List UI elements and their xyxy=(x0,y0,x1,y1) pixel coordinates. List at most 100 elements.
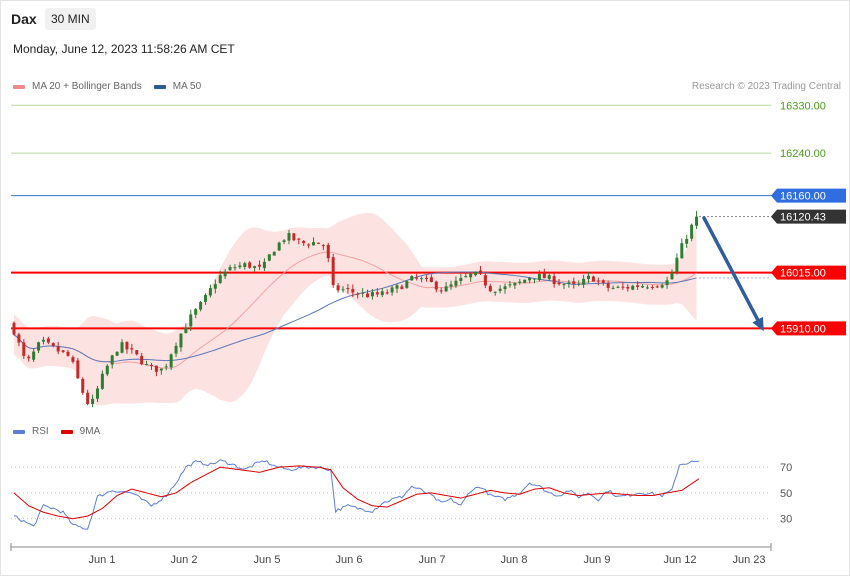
candle-body xyxy=(12,322,16,335)
legend-swatch-ma50 xyxy=(153,84,166,89)
candle-body xyxy=(27,356,31,359)
candle-body xyxy=(71,357,75,362)
candle xyxy=(685,234,689,249)
candle-body xyxy=(243,263,247,268)
candle-body xyxy=(297,238,301,240)
candle xyxy=(258,260,262,270)
candle-body xyxy=(326,244,330,259)
candle xyxy=(130,343,134,354)
candle-body xyxy=(528,277,532,281)
candle-body xyxy=(552,276,556,285)
candle xyxy=(51,342,55,348)
x-tick-label: Jun 12 xyxy=(663,554,696,566)
x-tick-label: Jun 2 xyxy=(171,554,198,566)
candle-body xyxy=(135,350,139,355)
candle xyxy=(46,336,50,345)
level-tag-bg xyxy=(771,321,846,336)
candle xyxy=(405,280,409,289)
candle xyxy=(636,281,640,290)
candle xyxy=(253,265,257,272)
candle xyxy=(621,282,625,290)
candle-body xyxy=(307,244,311,246)
x-tick-label: Jun 1 xyxy=(89,554,116,566)
level-tag-bg xyxy=(771,265,846,280)
candle xyxy=(444,282,448,292)
candle-body xyxy=(680,243,684,259)
candle xyxy=(582,274,586,288)
candle xyxy=(76,358,80,380)
candle xyxy=(316,242,320,244)
candle xyxy=(204,293,208,305)
candle-body xyxy=(616,286,620,288)
price-legend: MA 20 + Bollinger Bands MA 50 xyxy=(13,81,213,92)
candle xyxy=(61,349,65,354)
bollinger-band xyxy=(14,212,697,406)
candle xyxy=(81,377,85,395)
candle-body xyxy=(454,280,458,286)
level-label-1: 16240.00 xyxy=(780,148,826,160)
rsi-level-label-70: 70 xyxy=(780,462,792,474)
candle-body xyxy=(32,351,36,360)
candle-body xyxy=(420,278,424,280)
candle xyxy=(655,285,659,289)
candle-body xyxy=(670,272,674,280)
x-tick-label: Jun 23 xyxy=(732,554,765,566)
candle xyxy=(606,280,610,292)
candle-body xyxy=(56,346,60,352)
candle xyxy=(380,288,384,298)
candle xyxy=(66,349,70,357)
candle xyxy=(248,261,252,269)
candle xyxy=(149,363,153,370)
candle xyxy=(596,277,600,286)
timeframe-selector[interactable]: 30 MIN xyxy=(45,8,96,30)
candle-body xyxy=(233,267,237,269)
candle xyxy=(518,279,522,285)
candle xyxy=(478,265,482,276)
candle xyxy=(665,276,669,289)
legend-item-ma50: MA 50 xyxy=(153,81,201,92)
candle xyxy=(552,272,556,288)
candle xyxy=(277,241,281,252)
candle xyxy=(434,280,438,293)
candle-body xyxy=(262,261,266,269)
legend-label-ma20: MA 20 + Bollinger Bands xyxy=(32,81,142,92)
candle-body xyxy=(321,245,325,247)
candle-body xyxy=(439,290,443,292)
candle-body xyxy=(223,271,227,277)
candle xyxy=(641,284,645,288)
candle xyxy=(174,342,178,357)
candle xyxy=(223,269,227,279)
candle-body xyxy=(238,265,242,268)
candle-body xyxy=(626,286,630,289)
candle xyxy=(366,289,370,298)
candle xyxy=(626,284,630,292)
candle-body xyxy=(100,373,104,389)
legend-swatch-rsi xyxy=(13,429,25,434)
level-tag-2: 16160.00 xyxy=(771,188,846,203)
candle-body xyxy=(189,314,193,327)
candle xyxy=(262,258,266,272)
candle-body xyxy=(213,284,217,289)
candle xyxy=(267,254,271,262)
candle-body xyxy=(277,242,281,251)
candle xyxy=(439,287,443,294)
candle-body xyxy=(415,277,419,279)
credit-text: Research © 2023 Trading Central xyxy=(691,81,841,92)
candle xyxy=(341,286,345,293)
x-tick-label: Jun 5 xyxy=(254,554,281,566)
candle-body xyxy=(41,339,45,342)
candle-body xyxy=(587,275,591,280)
candle-body xyxy=(537,273,541,280)
legend-item-rsi: RSI xyxy=(13,426,49,437)
candle xyxy=(71,355,75,364)
candle-body xyxy=(385,292,389,294)
candle-body xyxy=(351,289,355,293)
candle-body xyxy=(302,240,306,244)
candle xyxy=(375,288,379,298)
candle xyxy=(493,291,497,296)
candle-body xyxy=(336,285,340,291)
candle-body xyxy=(169,354,173,368)
candle xyxy=(690,223,694,242)
candle-body xyxy=(76,360,80,379)
